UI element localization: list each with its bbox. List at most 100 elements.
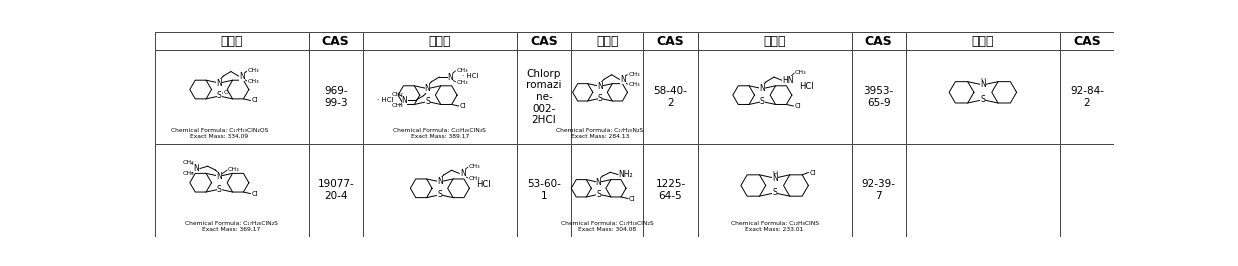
Text: N: N <box>239 72 245 81</box>
Text: S: S <box>437 190 442 199</box>
Text: N: N <box>759 84 765 93</box>
Text: Chemical Formula: C₁₇H₁₈ClN₂S
Exact Mass: 304.08: Chemical Formula: C₁₇H₁₈ClN₂S Exact Mass… <box>561 221 654 232</box>
Text: 3953-
65-9: 3953- 65-9 <box>864 86 894 108</box>
Text: Chemical Formula: C₁₂H₈ClNS
Exact Mass: 233.01: Chemical Formula: C₁₂H₈ClNS Exact Mass: … <box>730 221 818 232</box>
Text: CH₃: CH₃ <box>391 92 402 97</box>
Text: 结构式: 结构式 <box>764 35 786 48</box>
Text: N: N <box>620 75 626 84</box>
Bar <box>571 144 644 237</box>
Text: 结构式: 结构式 <box>972 35 994 48</box>
Bar <box>155 50 308 144</box>
Bar <box>698 144 852 237</box>
Text: S: S <box>760 97 765 106</box>
Text: N: N <box>597 82 603 91</box>
Bar <box>852 32 906 50</box>
Text: NH₂: NH₂ <box>619 170 634 179</box>
Bar <box>1060 144 1114 237</box>
Text: N: N <box>217 172 222 181</box>
Text: CH₃: CH₃ <box>468 176 480 181</box>
Bar <box>571 50 644 144</box>
Text: N: N <box>461 169 465 178</box>
Text: N: N <box>771 174 777 182</box>
Text: Cl: Cl <box>629 196 635 202</box>
Text: S: S <box>597 190 600 199</box>
Bar <box>363 32 516 50</box>
Text: HCl: HCl <box>477 180 491 189</box>
Text: 结构式: 结构式 <box>595 35 619 48</box>
Bar <box>516 32 571 50</box>
Text: N: N <box>980 80 985 89</box>
Text: S: S <box>425 97 430 106</box>
Bar <box>906 50 1060 144</box>
Text: 结构式: 结构式 <box>220 35 243 48</box>
Text: CH₃: CH₃ <box>182 160 194 165</box>
Text: 58-40-
2: 58-40- 2 <box>654 86 687 108</box>
Text: Cl: Cl <box>810 169 816 176</box>
Text: S: S <box>217 185 222 194</box>
Text: 92-84-
2: 92-84- 2 <box>1070 86 1104 108</box>
Text: CAS: CAS <box>322 35 349 48</box>
Text: CAS: CAS <box>656 35 685 48</box>
Bar <box>644 50 698 144</box>
Bar <box>308 32 363 50</box>
Text: Cl: Cl <box>251 190 258 197</box>
Text: N: N <box>401 96 407 105</box>
Text: N: N <box>448 73 453 82</box>
Text: 19077-
20-4: 19077- 20-4 <box>317 179 354 201</box>
Text: CH₃: CH₃ <box>228 167 239 172</box>
Bar <box>644 32 698 50</box>
Text: CH₃: CH₃ <box>468 164 480 169</box>
Bar <box>1060 32 1114 50</box>
Bar <box>155 32 308 50</box>
Bar <box>363 144 516 237</box>
Bar <box>516 144 571 237</box>
Text: 53-60-
1: 53-60- 1 <box>527 179 561 201</box>
Text: N: N <box>193 164 199 173</box>
Text: S: S <box>980 95 985 104</box>
Text: HCl: HCl <box>799 82 813 91</box>
Bar <box>852 50 906 144</box>
Bar <box>516 50 571 144</box>
Text: S: S <box>217 92 222 101</box>
Text: Chlorp
romazi
ne-
002-
2HCl: Chlorp romazi ne- 002- 2HCl <box>526 69 562 125</box>
Text: Chemical Formula: C₁₇H₂₆ClN₂S
Exact Mass: 369.17: Chemical Formula: C₁₇H₂₆ClN₂S Exact Mass… <box>186 221 279 232</box>
Text: Chemical Formula: C₁₇H₂₀N₂S
Exact Mass: 284.13: Chemical Formula: C₁₇H₂₀N₂S Exact Mass: … <box>556 128 644 139</box>
Text: 92-39-
7: 92-39- 7 <box>862 179 896 201</box>
Text: Cl: Cl <box>794 103 801 109</box>
Text: N: N <box>595 178 602 187</box>
Bar <box>852 144 906 237</box>
Text: CH₃: CH₃ <box>391 103 402 108</box>
Text: CH₃: CH₃ <box>629 82 640 87</box>
Text: CH₃: CH₃ <box>457 68 468 73</box>
Text: 结构式: 结构式 <box>428 35 451 48</box>
Text: CH₃: CH₃ <box>248 79 260 84</box>
Text: Chemical Formula: C₁₇H₁₉ClN₂OS
Exact Mass: 334.09: Chemical Formula: C₁₇H₁₉ClN₂OS Exact Mas… <box>171 128 267 139</box>
Bar <box>155 144 308 237</box>
Text: H: H <box>980 78 985 84</box>
Bar <box>308 50 363 144</box>
Bar <box>698 32 852 50</box>
Bar <box>363 50 516 144</box>
Text: Chemical Formula: C₂₁H₂₆ClN₃S
Exact Mass: 389.17: Chemical Formula: C₂₁H₂₆ClN₃S Exact Mass… <box>394 128 487 139</box>
Text: CH₃: CH₃ <box>248 68 260 73</box>
Text: H: H <box>773 171 777 177</box>
Bar <box>1060 50 1114 144</box>
Text: CH₃: CH₃ <box>795 70 806 75</box>
Text: CAS: CAS <box>1073 35 1101 48</box>
Text: Cl: Cl <box>251 97 258 103</box>
Text: N: N <box>217 78 222 88</box>
Bar <box>308 144 363 237</box>
Bar <box>906 144 1060 237</box>
Text: N: N <box>437 177 443 186</box>
Bar <box>571 32 644 50</box>
Text: S: S <box>598 94 603 103</box>
Text: CAS: CAS <box>865 35 893 48</box>
Text: Cl: Cl <box>459 103 467 109</box>
Text: CH₃: CH₃ <box>182 171 194 176</box>
Bar <box>698 50 852 144</box>
Text: 969-
99-3: 969- 99-3 <box>324 86 348 108</box>
Bar <box>906 32 1060 50</box>
Text: HN: HN <box>782 76 794 85</box>
Bar <box>644 144 698 237</box>
Text: 1225-
64-5: 1225- 64-5 <box>655 179 686 201</box>
